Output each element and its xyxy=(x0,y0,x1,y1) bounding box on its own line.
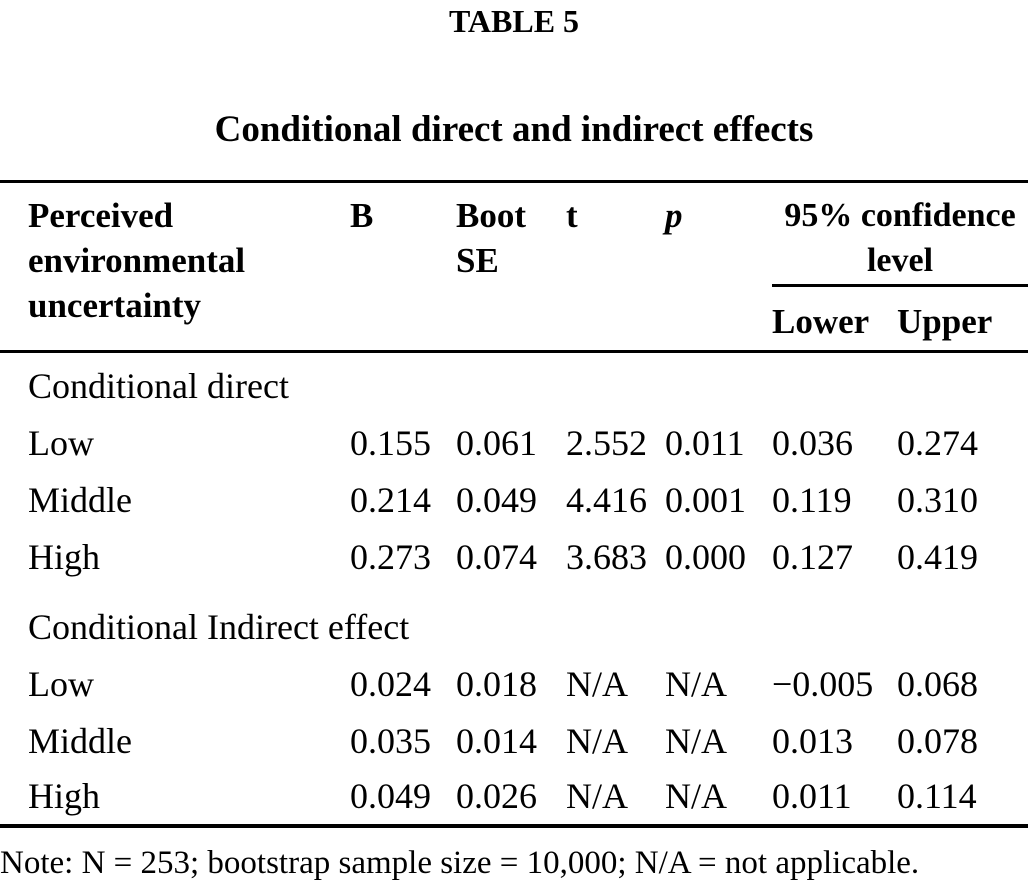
cell-t: 4.416 xyxy=(566,479,647,520)
section-header-row: Conditional direct xyxy=(0,352,1028,414)
table-row: High 0.049 0.026 N/A N/A 0.011 0.114 xyxy=(0,769,1028,826)
cell-boot-se: 0.026 xyxy=(456,775,537,816)
cell-upper: 0.310 xyxy=(897,479,978,520)
cell-boot-se: 0.014 xyxy=(456,720,537,761)
section-header-direct: Conditional direct xyxy=(28,365,289,406)
header-row-top: Perceived environmental uncertainty B Bo… xyxy=(0,181,1028,353)
cell-t: 2.552 xyxy=(566,422,647,463)
cell-b: 0.035 xyxy=(350,720,431,761)
column-header-p: p xyxy=(665,181,772,353)
cell-lower: 0.127 xyxy=(772,536,853,577)
cell-p: 0.011 xyxy=(665,422,745,463)
row-label: Middle xyxy=(28,479,132,520)
cell-upper: 0.078 xyxy=(897,720,978,761)
cell-upper: 0.114 xyxy=(897,775,977,816)
cell-boot-se: 0.018 xyxy=(456,663,537,704)
cell-t: N/A xyxy=(566,720,628,761)
cell-b: 0.049 xyxy=(350,775,431,816)
cell-lower: 0.013 xyxy=(772,720,853,761)
cell-p: N/A xyxy=(665,775,727,816)
cell-p: 0.001 xyxy=(665,479,746,520)
table-number-label: TABLE 5 xyxy=(448,3,580,39)
row-label: Low xyxy=(28,663,94,704)
cell-b: 0.273 xyxy=(350,536,431,577)
table-row: Low 0.155 0.061 2.552 0.011 0.036 0.274 xyxy=(0,414,1028,471)
row-label: High xyxy=(28,536,100,577)
table-title: Conditional direct and indirect effects xyxy=(214,109,814,150)
cell-b: 0.214 xyxy=(350,479,431,520)
cell-lower: 0.011 xyxy=(772,775,852,816)
cell-b: 0.155 xyxy=(350,422,431,463)
section-header-indirect: Conditional Indirect effect xyxy=(28,606,410,647)
cell-boot-se: 0.074 xyxy=(456,536,537,577)
table-row: Low 0.024 0.018 N/A N/A −0.005 0.068 xyxy=(0,655,1028,712)
effects-table: Perceived environmental uncertainty B Bo… xyxy=(0,180,1028,828)
column-header-t: t xyxy=(566,181,665,353)
section-header-row: Conditional Indirect effect xyxy=(0,585,1028,655)
table-row: Middle 0.214 0.049 4.416 0.001 0.119 0.3… xyxy=(0,471,1028,528)
column-header-lower: Lower xyxy=(772,285,897,353)
cell-upper: 0.068 xyxy=(897,663,978,704)
cell-lower: −0.005 xyxy=(772,663,874,704)
row-label: High xyxy=(28,775,100,816)
cell-p: N/A xyxy=(665,663,727,704)
table-row: High 0.273 0.074 3.683 0.000 0.127 0.419 xyxy=(0,528,1028,585)
row-label: Middle xyxy=(28,720,132,761)
table-note: Note: N = 253; bootstrap sample size = 1… xyxy=(0,844,920,881)
column-header-stub: Perceived environmental uncertainty xyxy=(0,181,350,353)
column-header-boot-se: Boot SE xyxy=(456,181,566,353)
cell-lower: 0.119 xyxy=(772,479,852,520)
table-row: Middle 0.035 0.014 N/A N/A 0.013 0.078 xyxy=(0,712,1028,769)
cell-t: 3.683 xyxy=(566,536,647,577)
column-header-upper: Upper xyxy=(897,285,1028,353)
header-row-bottom: Lower Upper xyxy=(0,285,1028,353)
cell-b: 0.024 xyxy=(350,663,431,704)
cell-upper: 0.274 xyxy=(897,422,978,463)
table-body: Conditional direct Low 0.155 0.061 2.552… xyxy=(0,352,1028,826)
column-header-confidence-level: 95% confidence level xyxy=(772,181,1028,287)
cell-boot-se: 0.049 xyxy=(456,479,537,520)
cell-lower: 0.036 xyxy=(772,422,853,463)
cell-t: N/A xyxy=(566,775,628,816)
cell-p: 0.000 xyxy=(665,536,746,577)
column-header-b: B xyxy=(350,181,456,353)
table-header: Perceived environmental uncertainty B Bo… xyxy=(0,181,1028,353)
row-label: Low xyxy=(28,422,94,463)
cell-boot-se: 0.061 xyxy=(456,422,537,463)
cell-upper: 0.419 xyxy=(897,536,978,577)
cell-p: N/A xyxy=(665,720,727,761)
cell-t: N/A xyxy=(566,663,628,704)
